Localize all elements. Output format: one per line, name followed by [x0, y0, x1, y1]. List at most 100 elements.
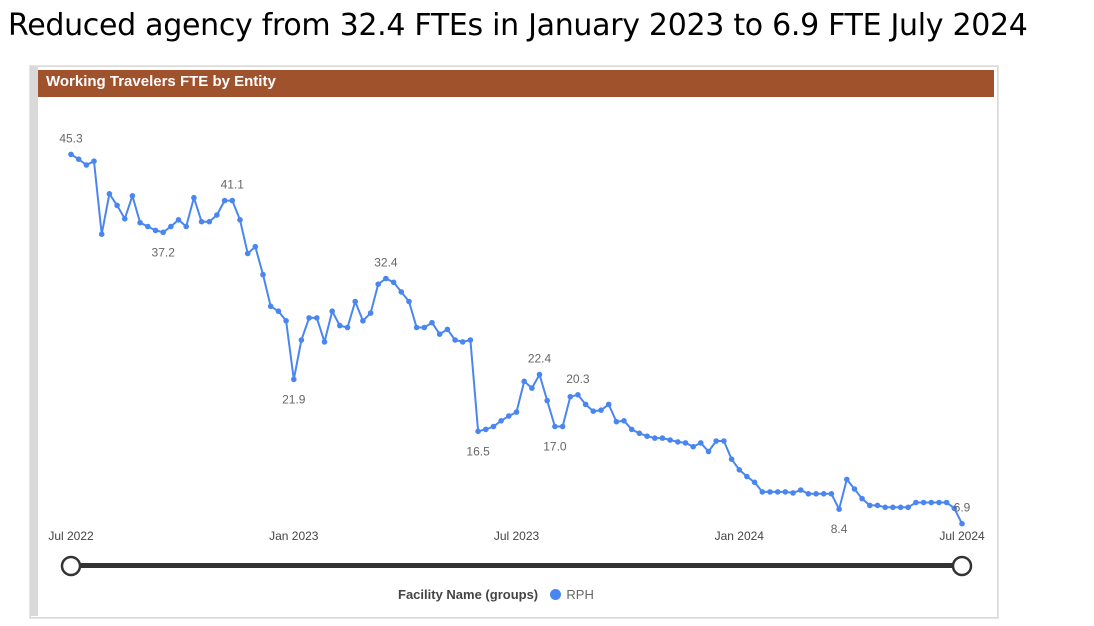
data-point[interactable]: [467, 337, 474, 343]
data-point[interactable]: [959, 520, 965, 527]
data-point[interactable]: [797, 487, 804, 493]
data-point[interactable]: [114, 202, 120, 209]
data-point[interactable]: [275, 308, 282, 315]
data-point[interactable]: [767, 489, 773, 495]
data-point[interactable]: [559, 423, 566, 430]
data-point[interactable]: [805, 491, 812, 497]
data-point[interactable]: [183, 223, 189, 230]
data-point[interactable]: [590, 408, 597, 415]
data-point[interactable]: [321, 339, 328, 345]
data-point[interactable]: [314, 315, 320, 321]
data-point[interactable]: [920, 499, 927, 506]
data-point[interactable]: [782, 489, 789, 495]
data-point[interactable]: [206, 218, 213, 225]
data-point[interactable]: [675, 439, 681, 445]
data-point[interactable]: [390, 279, 397, 286]
data-point[interactable]: [436, 331, 443, 338]
data-point[interactable]: [736, 467, 743, 473]
data-point[interactable]: [375, 281, 382, 288]
data-point[interactable]: [828, 491, 835, 497]
data-point[interactable]: [360, 318, 366, 324]
data-point[interactable]: [529, 385, 535, 391]
data-point[interactable]: [636, 430, 643, 437]
data-point[interactable]: [298, 337, 305, 343]
data-point[interactable]: [874, 502, 881, 509]
data-point[interactable]: [260, 271, 266, 278]
data-point[interactable]: [628, 426, 635, 433]
data-point[interactable]: [429, 319, 435, 326]
data-point[interactable]: [367, 310, 374, 316]
data-point[interactable]: [244, 250, 251, 257]
data-point[interactable]: [252, 243, 259, 250]
data-point[interactable]: [444, 326, 451, 333]
data-point[interactable]: [813, 491, 819, 497]
data-point[interactable]: [621, 418, 627, 424]
data-point[interactable]: [721, 438, 727, 444]
data-point[interactable]: [75, 156, 82, 162]
data-point[interactable]: [291, 376, 297, 383]
data-point[interactable]: [713, 438, 719, 444]
data-point[interactable]: [229, 197, 236, 204]
data-point[interactable]: [652, 435, 658, 441]
data-point[interactable]: [191, 194, 197, 201]
data-point[interactable]: [867, 502, 873, 509]
data-point[interactable]: [98, 231, 105, 237]
data-point[interactable]: [851, 486, 858, 492]
data-point[interactable]: [790, 490, 796, 496]
data-point[interactable]: [613, 418, 620, 425]
data-point[interactable]: [329, 308, 336, 315]
data-point[interactable]: [459, 339, 466, 345]
data-point[interactable]: [122, 216, 128, 222]
data-point[interactable]: [552, 423, 558, 430]
data-point[interactable]: [744, 473, 750, 480]
data-point[interactable]: [751, 479, 758, 486]
data-point[interactable]: [406, 298, 412, 305]
data-point[interactable]: [567, 393, 574, 400]
data-point[interactable]: [145, 223, 151, 230]
date-range-slider[interactable]: [60, 555, 973, 577]
data-point[interactable]: [237, 217, 243, 223]
data-point[interactable]: [91, 158, 97, 164]
data-point[interactable]: [344, 324, 351, 331]
data-point[interactable]: [283, 318, 289, 324]
data-point[interactable]: [890, 504, 896, 511]
data-point[interactable]: [582, 401, 589, 408]
data-point[interactable]: [413, 324, 420, 331]
data-point[interactable]: [698, 440, 704, 446]
data-point[interactable]: [160, 229, 166, 236]
data-point[interactable]: [644, 433, 650, 440]
data-point[interactable]: [83, 162, 90, 168]
data-point[interactable]: [152, 227, 159, 234]
data-point[interactable]: [129, 193, 136, 199]
data-point[interactable]: [897, 504, 904, 511]
data-point[interactable]: [544, 397, 550, 404]
data-point[interactable]: [106, 191, 113, 197]
data-point[interactable]: [306, 315, 312, 321]
data-point[interactable]: [267, 303, 274, 310]
data-point[interactable]: [951, 505, 958, 512]
data-point[interactable]: [820, 491, 827, 497]
data-point[interactable]: [682, 440, 689, 446]
data-point[interactable]: [859, 495, 865, 502]
data-point[interactable]: [421, 324, 428, 331]
data-point[interactable]: [536, 371, 543, 378]
data-point[interactable]: [759, 489, 766, 495]
data-point[interactable]: [352, 298, 359, 305]
data-point[interactable]: [214, 212, 220, 218]
data-point[interactable]: [175, 217, 182, 223]
data-point[interactable]: [943, 499, 950, 506]
data-point[interactable]: [882, 504, 888, 511]
data-point[interactable]: [913, 499, 919, 506]
slider-end-handle[interactable]: [951, 555, 973, 577]
data-point[interactable]: [483, 426, 489, 433]
slider-start-handle[interactable]: [60, 555, 82, 577]
data-point[interactable]: [836, 506, 842, 512]
data-point[interactable]: [506, 413, 512, 419]
data-point[interactable]: [774, 489, 781, 495]
data-point[interactable]: [728, 456, 735, 463]
data-point[interactable]: [498, 418, 504, 424]
data-point[interactable]: [521, 378, 527, 385]
data-point[interactable]: [667, 437, 673, 443]
data-point[interactable]: [905, 504, 911, 511]
data-point[interactable]: [137, 219, 143, 226]
